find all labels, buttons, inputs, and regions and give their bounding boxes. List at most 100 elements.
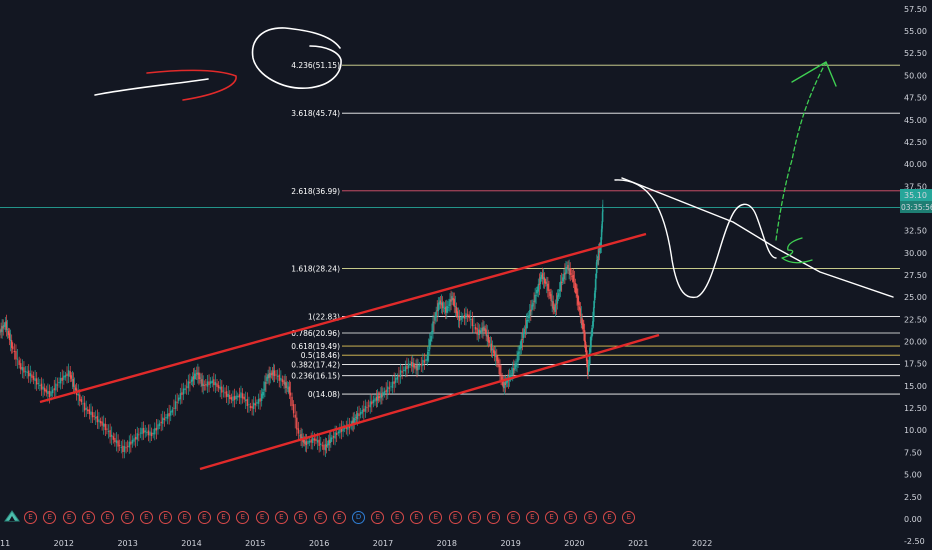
earnings-event-marker[interactable]: E (217, 511, 230, 524)
candle-body (45, 389, 47, 393)
candle-body (265, 382, 267, 384)
earnings-event-marker[interactable]: E (622, 511, 636, 524)
earnings-event-marker[interactable]: E (467, 511, 481, 524)
projected-path-curve (614, 179, 777, 299)
candle-body (535, 294, 537, 296)
candle-body (40, 383, 43, 390)
candle-body (254, 403, 257, 406)
candle-body (15, 351, 17, 360)
candle-body (493, 351, 496, 357)
candle-body (149, 431, 151, 436)
earnings-event-marker[interactable]: E (81, 511, 95, 524)
earnings-event-marker[interactable]: E (101, 511, 115, 524)
candle-body (266, 376, 268, 381)
candle-body (288, 386, 291, 393)
x-tick-label: 2020 (564, 539, 584, 548)
descending-trendline (621, 177, 894, 298)
candle-body (18, 360, 20, 365)
candle-body (139, 432, 142, 434)
candle-body (465, 313, 467, 319)
earnings-event-marker[interactable]: E (583, 511, 597, 524)
earnings-event-marker[interactable]: E (159, 511, 173, 524)
candle-body (268, 373, 270, 378)
earnings-event-marker[interactable]: E (236, 511, 250, 524)
candle-body (403, 369, 405, 371)
candle-body (570, 273, 572, 275)
candle-body (517, 352, 519, 362)
candle-body (63, 375, 65, 380)
candle-body (583, 330, 585, 332)
earnings-event-marker[interactable]: E (564, 511, 578, 524)
candle-body (48, 390, 51, 398)
time-axis[interactable]: 2011 2012 2013 2014 2015 2016 2017 2018 2019 2020… (0, 539, 712, 548)
candle-body (253, 402, 255, 409)
candle-body (245, 399, 247, 402)
candle-body (122, 445, 124, 452)
fib-level-label: 1.618(28.24) (291, 264, 340, 273)
candle-body (50, 391, 52, 396)
price-axis[interactable]: 57.50 55.00 52.50 50.00 47.50 45.00 42.50 40.00… (900, 0, 932, 550)
candle-body (598, 251, 601, 252)
earnings-event-marker[interactable]: E (545, 511, 559, 524)
candle-body (352, 420, 354, 424)
earnings-event-marker[interactable]: E (294, 511, 308, 524)
white-scribble-stroke (94, 78, 209, 96)
candle-body (270, 374, 272, 376)
candle-body (524, 327, 527, 329)
candle-body (552, 301, 554, 309)
candle-body (445, 306, 447, 313)
earnings-event-marker[interactable]: E (506, 511, 520, 524)
candle-body (581, 318, 583, 325)
x-tick-label: 2019 (500, 539, 520, 548)
candle-body (340, 427, 343, 432)
earnings-event-marker[interactable]: E (603, 511, 616, 524)
candle-body (96, 416, 99, 423)
candle-body (275, 374, 277, 376)
earnings-event-marker[interactable]: E (43, 511, 57, 524)
earnings-event-marker[interactable]: E (274, 511, 288, 524)
dividend-event-marker[interactable]: D (352, 511, 366, 524)
candle-body (511, 373, 513, 375)
y-tick-label: 57.50 (904, 5, 927, 14)
candle-body (592, 307, 595, 322)
candle-body (90, 411, 92, 415)
candle-body (487, 335, 489, 342)
earnings-event-marker[interactable]: E (62, 511, 76, 524)
earnings-event-marker[interactable]: E (429, 511, 443, 524)
candle-body (483, 326, 485, 331)
candle-body (276, 375, 279, 377)
candle-body (374, 398, 376, 402)
candle-body (593, 301, 595, 309)
earnings-event-marker[interactable]: E (24, 511, 37, 524)
earnings-event-marker[interactable]: E (255, 511, 269, 524)
earnings-event-marker[interactable]: E (371, 511, 385, 524)
candle-body (197, 372, 199, 375)
x-tick-label: 2022 (692, 539, 712, 548)
candle-body (376, 395, 379, 401)
fib-level-label: 1(22.83) (308, 312, 340, 321)
candle-body (567, 265, 569, 270)
earnings-event-marker[interactable]: E (332, 511, 346, 524)
price-label: 35.10 (904, 191, 927, 200)
earnings-event-marker[interactable]: E (410, 511, 423, 524)
candle-body (200, 380, 202, 382)
candle-body (318, 439, 320, 446)
earnings-event-marker[interactable]: E (448, 511, 462, 524)
candle-body (584, 340, 587, 345)
candle-body (8, 333, 11, 341)
candle-body (209, 381, 212, 384)
candle-body (289, 392, 292, 396)
earnings-event-marker[interactable]: E (487, 511, 501, 524)
earnings-event-marker[interactable]: E (120, 511, 134, 524)
earnings-event-marker[interactable]: E (313, 511, 327, 524)
earnings-event-marker[interactable]: E (139, 511, 153, 524)
earnings-event-marker[interactable]: E (390, 511, 404, 524)
earnings-event-marker[interactable]: E (197, 511, 211, 524)
candle-body (144, 430, 146, 433)
candle-body (506, 378, 509, 383)
candle-body (407, 363, 410, 369)
y-tick-label: -2.50 (904, 537, 925, 546)
earnings-event-marker[interactable]: E (178, 511, 192, 524)
earnings-event-marker[interactable]: E (525, 511, 539, 524)
candle-body (420, 363, 422, 366)
